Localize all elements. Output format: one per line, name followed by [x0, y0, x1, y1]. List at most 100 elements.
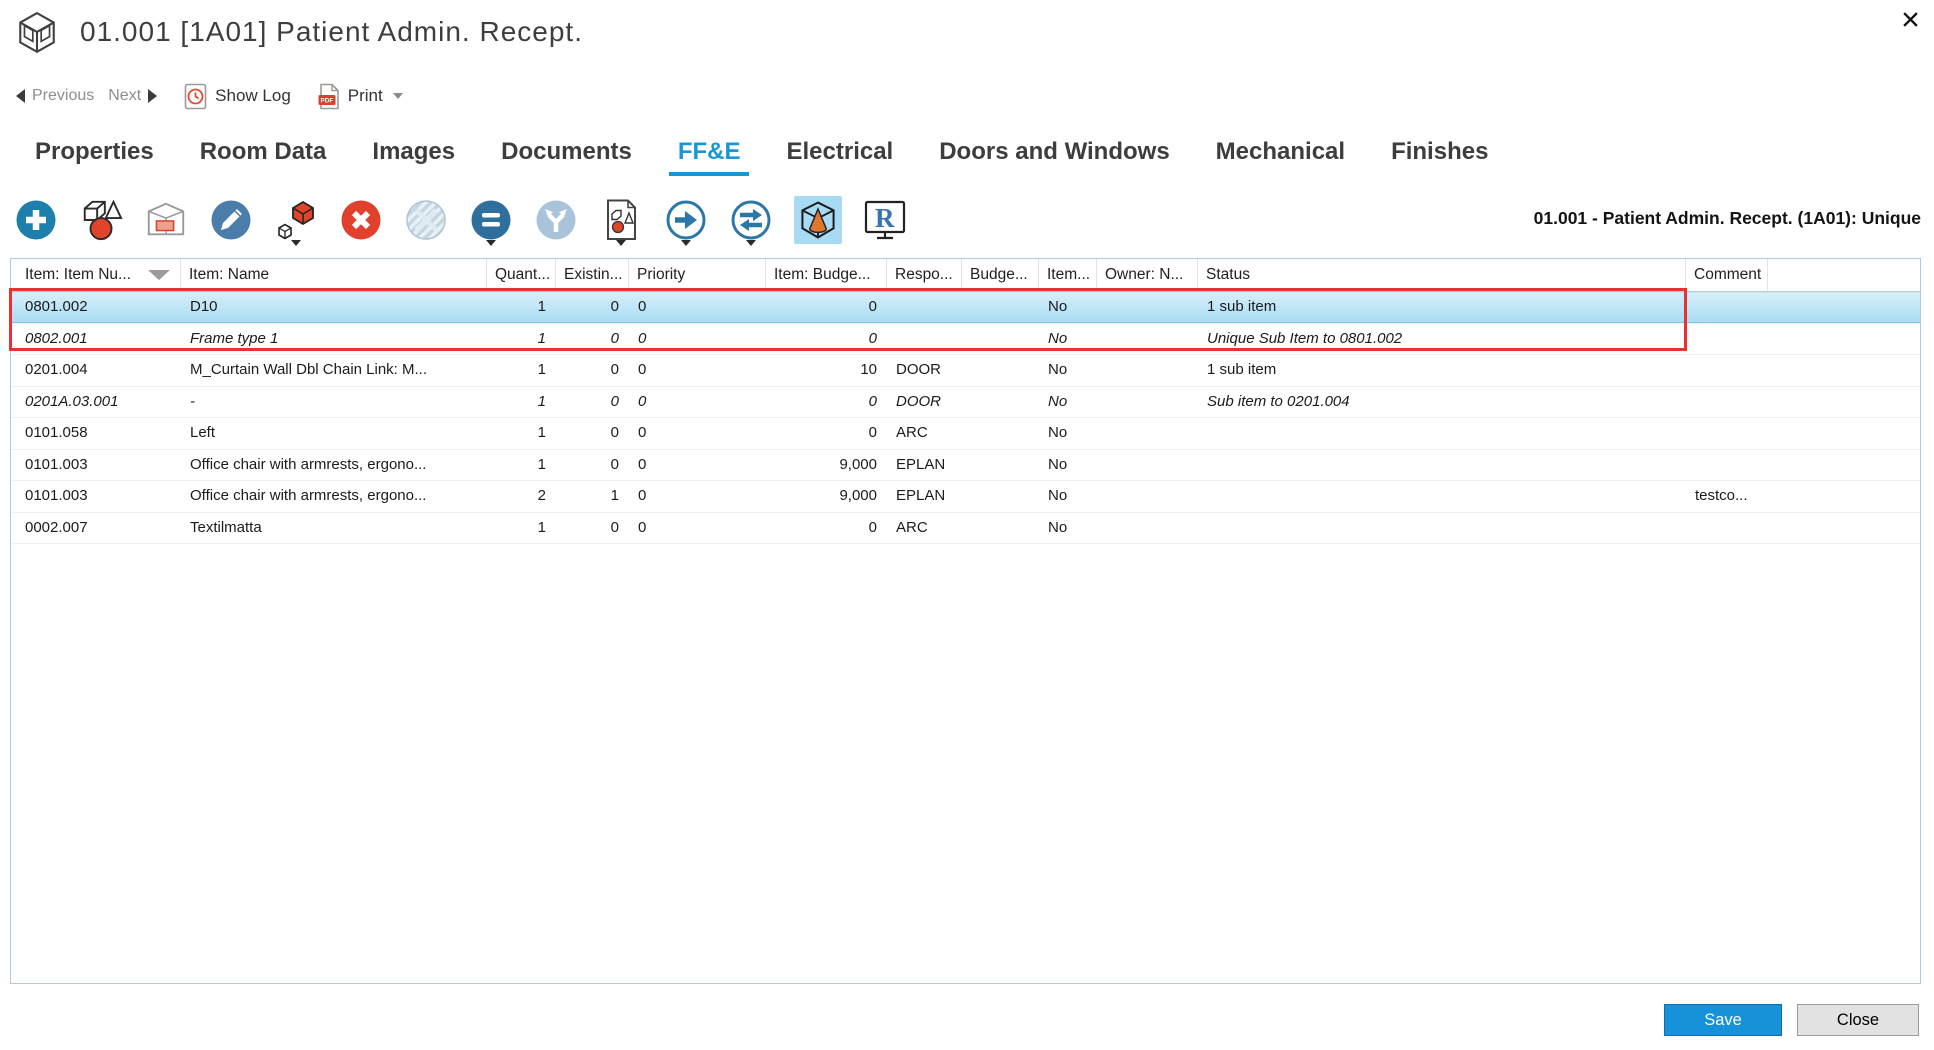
close-button[interactable]: Close: [1797, 1004, 1919, 1036]
room-context-label: 01.001 - Patient Admin. Recept. (1A01): …: [1533, 208, 1921, 228]
tab-properties[interactable]: Properties: [35, 138, 154, 165]
table-row[interactable]: 0201.004 M_Curtain Wall Dbl Chain Link: M…: [11, 355, 1920, 387]
column-header[interactable]: Existin...: [556, 259, 629, 291]
column-header[interactable]: Status: [1198, 259, 1686, 291]
tab-electrical[interactable]: Electrical: [786, 138, 894, 165]
table-cell: 0: [868, 518, 877, 536]
view-3d-icon[interactable]: [794, 196, 842, 244]
table-cell: 0: [610, 424, 619, 441]
table-cell: 1: [537, 455, 546, 473]
revit-icon[interactable]: R: [863, 196, 907, 244]
column-header[interactable]: Comment: [1686, 259, 1768, 291]
copy-sub-item-icon[interactable]: [274, 196, 318, 246]
column-header[interactable]: Item: Budge...: [766, 259, 887, 291]
print-button[interactable]: PDF Print: [317, 83, 403, 110]
table-cell: 1: [610, 487, 619, 504]
table-cell: [962, 450, 1039, 481]
tab-ff-e[interactable]: FF&E: [668, 138, 750, 176]
column-header[interactable]: Item...: [1039, 259, 1097, 291]
table-row[interactable]: 0201A.03.001 - 1 0 0 0 DOOR No Sub item to 0201.…: [11, 387, 1920, 418]
delete-icon[interactable]: [339, 196, 383, 244]
package-icon[interactable]: [144, 196, 188, 244]
tab-doors-and-windows[interactable]: Doors and Windows: [939, 138, 1170, 165]
next-label: Next: [108, 87, 142, 104]
window-close-icon[interactable]: [1897, 6, 1923, 32]
tab-bar: Properties Room Data Images Documents FF&E El…: [35, 138, 1488, 176]
table-cell: 1 sub item: [1207, 361, 1277, 378]
table-cell: 0: [610, 361, 619, 378]
table-cell: [962, 418, 1039, 449]
column-header[interactable]: Priority: [629, 259, 766, 291]
table-cell: 2: [537, 487, 546, 504]
app-logo-icon: [14, 10, 60, 61]
table-cell: 0: [868, 298, 877, 315]
pdf-icon: PDF: [318, 83, 339, 109]
tab-images[interactable]: Images: [372, 138, 456, 165]
table-cell: 0201.004: [25, 361, 88, 378]
ffe-items-table: Item: Item Nu... Item: Name Quant... Existi…: [10, 258, 1921, 984]
sphere-hatched-icon[interactable]: [404, 196, 448, 244]
table-cell: No: [1048, 298, 1068, 315]
next-button[interactable]: Next: [108, 87, 158, 105]
table-cell: [1198, 450, 1686, 481]
table-cell: 0201A.03.001: [25, 392, 119, 410]
table-cell: [1768, 292, 1920, 323]
table-cell: 1: [537, 329, 546, 347]
show-log-button[interactable]: Show Log: [183, 83, 291, 110]
save-button[interactable]: Save: [1664, 1004, 1782, 1036]
column-header-label: Respo...: [895, 266, 953, 283]
table-row[interactable]: 0101.003 Office chair with armrests, ergo…: [11, 450, 1920, 481]
table-cell: 0802.001: [25, 329, 88, 347]
table-cell: 1: [537, 361, 546, 378]
table-cell: 0: [610, 298, 619, 315]
table-cell: No: [1048, 518, 1068, 536]
table-cell: Left: [190, 424, 216, 441]
table-cell: [1097, 387, 1198, 418]
table-cell: 1: [537, 518, 546, 536]
table-cell: 0: [610, 392, 619, 410]
table-cell: [1768, 418, 1920, 449]
add-icon[interactable]: [14, 196, 58, 244]
move-next-icon[interactable]: [664, 196, 708, 246]
nav-bar: Previous Next Show Log PDF Print: [16, 82, 403, 110]
tab-room-data[interactable]: Room Data: [199, 138, 327, 165]
column-header[interactable]: [1768, 259, 1920, 291]
column-header[interactable]: Owner: N...: [1097, 259, 1198, 291]
table-row[interactable]: 0802.001 Frame type 1 1 0 0 0 No Unique Sub Ite…: [11, 324, 1920, 355]
table-cell: 0002.007: [25, 518, 88, 536]
page-title: 01.001 [1A01] Patient Admin. Recept.: [80, 16, 583, 47]
table-row[interactable]: 0801.002 D10 1 0 0 0 No 1 sub item: [11, 292, 1920, 324]
column-header[interactable]: Item: Item Nu...: [11, 259, 181, 291]
equal-icon[interactable]: [469, 196, 513, 246]
table-cell: [1097, 355, 1198, 386]
table-body: 0801.002 D10 1 0 0 0 No 1 sub item 0802.001 Frame…: [11, 292, 1920, 544]
tab-finishes[interactable]: Finishes: [1391, 138, 1489, 165]
library-shapes-icon[interactable]: [79, 196, 123, 244]
table-row[interactable]: 0002.007 Textilmatta 1 0 0 0 ARC No: [11, 513, 1920, 544]
previous-button[interactable]: Previous: [16, 87, 94, 105]
table-cell: No: [1048, 424, 1068, 441]
transfer-icon[interactable]: [729, 196, 773, 246]
table-cell: No: [1048, 329, 1068, 347]
column-header[interactable]: Respo...: [887, 259, 962, 291]
table-row[interactable]: 0101.003 Office chair with armrests, ergo…: [11, 481, 1920, 513]
tab-mechanical[interactable]: Mechanical: [1215, 138, 1346, 165]
tab-documents[interactable]: Documents: [501, 138, 632, 165]
table-cell: 0101.058: [25, 424, 88, 441]
column-header[interactable]: Item: Name: [181, 259, 487, 291]
branch-icon[interactable]: [534, 196, 578, 244]
column-header-label: Owner: N...: [1105, 266, 1184, 283]
table-cell: [962, 292, 1039, 323]
table-cell: No: [1048, 392, 1068, 410]
table-row[interactable]: 0101.058 Left 1 0 0 0 ARC No: [11, 418, 1920, 450]
table-cell: [1686, 418, 1768, 449]
table-cell: DOOR: [896, 361, 941, 378]
svg-text:PDF: PDF: [320, 97, 333, 104]
column-header[interactable]: Quant...: [487, 259, 556, 291]
edit-icon[interactable]: [209, 196, 253, 244]
table-cell: 0801.002: [25, 298, 88, 315]
column-header[interactable]: Budge...: [962, 259, 1039, 291]
table-cell: Textilmatta: [190, 518, 262, 536]
document-shapes-icon[interactable]: [599, 196, 643, 246]
column-header-label: Budge...: [970, 266, 1028, 283]
